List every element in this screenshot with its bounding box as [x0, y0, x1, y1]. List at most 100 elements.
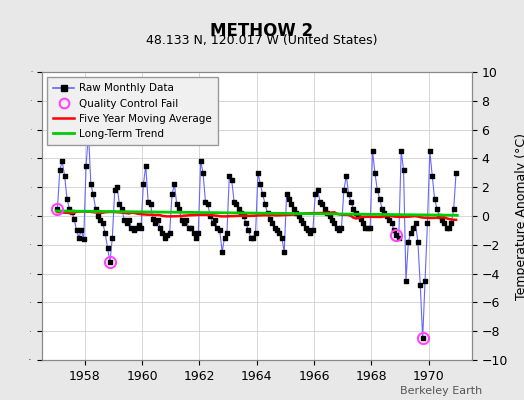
Point	[290, 206, 298, 212]
Point	[318, 201, 326, 208]
Point	[63, 196, 71, 202]
Point	[270, 224, 279, 231]
Point	[340, 187, 348, 193]
Point	[275, 230, 283, 236]
Point	[125, 217, 133, 224]
Point	[352, 210, 360, 216]
Point	[182, 217, 191, 224]
Point	[373, 187, 381, 193]
Point	[172, 201, 181, 208]
Point	[404, 239, 412, 245]
Point	[385, 217, 394, 224]
Legend: Raw Monthly Data, Quality Control Fail, Five Year Moving Average, Long-Term Tren: Raw Monthly Data, Quality Control Fail, …	[47, 77, 219, 145]
Y-axis label: Temperature Anomaly (°C): Temperature Anomaly (°C)	[515, 132, 524, 300]
Text: 48.133 N, 120.017 W (United States): 48.133 N, 120.017 W (United States)	[146, 34, 378, 47]
Point	[328, 217, 336, 224]
Point	[416, 282, 424, 288]
Text: Berkeley Earth: Berkeley Earth	[400, 386, 482, 396]
Point	[211, 217, 219, 224]
Point	[256, 181, 265, 188]
Point	[129, 227, 138, 234]
Point	[337, 224, 346, 231]
Point	[368, 148, 377, 154]
Point	[158, 230, 167, 236]
Point	[230, 198, 238, 205]
Point	[53, 206, 62, 212]
Point	[77, 227, 85, 234]
Point	[292, 210, 300, 216]
Point	[180, 220, 188, 226]
Point	[258, 191, 267, 198]
Point	[60, 172, 69, 179]
Point	[294, 213, 303, 219]
Point	[435, 213, 443, 219]
Point	[204, 201, 212, 208]
Point	[445, 224, 453, 231]
Point	[330, 220, 339, 226]
Point	[161, 234, 169, 241]
Point	[70, 216, 78, 222]
Point	[356, 216, 365, 222]
Point	[237, 210, 245, 216]
Point	[232, 201, 241, 208]
Point	[132, 224, 140, 231]
Point	[390, 227, 398, 234]
Point	[82, 162, 90, 169]
Point	[299, 220, 308, 226]
Point	[366, 224, 374, 231]
Point	[94, 213, 102, 219]
Point	[263, 210, 271, 216]
Point	[266, 216, 274, 222]
Point	[141, 162, 150, 169]
Point	[99, 220, 107, 226]
Point	[123, 220, 131, 226]
Point	[103, 244, 112, 251]
Point	[108, 234, 116, 241]
Point	[56, 167, 64, 173]
Point	[285, 196, 293, 202]
Point	[111, 187, 119, 193]
Point	[199, 170, 207, 176]
Point	[120, 217, 128, 224]
Point	[278, 234, 286, 241]
Point	[166, 230, 174, 236]
Point	[154, 217, 162, 224]
Point	[86, 181, 95, 188]
Point	[407, 230, 415, 236]
Point	[201, 198, 210, 205]
Point	[156, 224, 164, 231]
Point	[168, 191, 176, 198]
Point	[438, 217, 446, 224]
Point	[215, 227, 224, 234]
Point	[72, 227, 81, 234]
Point	[378, 206, 386, 212]
Point	[220, 234, 228, 241]
Point	[225, 172, 234, 179]
Point	[333, 224, 341, 231]
Point	[440, 220, 449, 226]
Point	[297, 217, 305, 224]
Point	[247, 234, 255, 241]
Point	[399, 167, 408, 173]
Point	[254, 170, 262, 176]
Point	[413, 239, 422, 245]
Point	[349, 206, 357, 212]
Point	[321, 206, 329, 212]
Point	[304, 227, 312, 234]
Point	[313, 187, 322, 193]
Point	[218, 249, 226, 255]
Point	[184, 224, 193, 231]
Point	[359, 220, 367, 226]
Point	[428, 172, 436, 179]
Point	[206, 213, 214, 219]
Point	[395, 234, 403, 241]
Point	[430, 196, 439, 202]
Point	[397, 148, 406, 154]
Point	[425, 148, 434, 154]
Point	[209, 220, 217, 226]
Point	[252, 230, 260, 236]
Point	[452, 170, 460, 176]
Point	[239, 213, 248, 219]
Point	[192, 234, 200, 241]
Point	[118, 206, 126, 212]
